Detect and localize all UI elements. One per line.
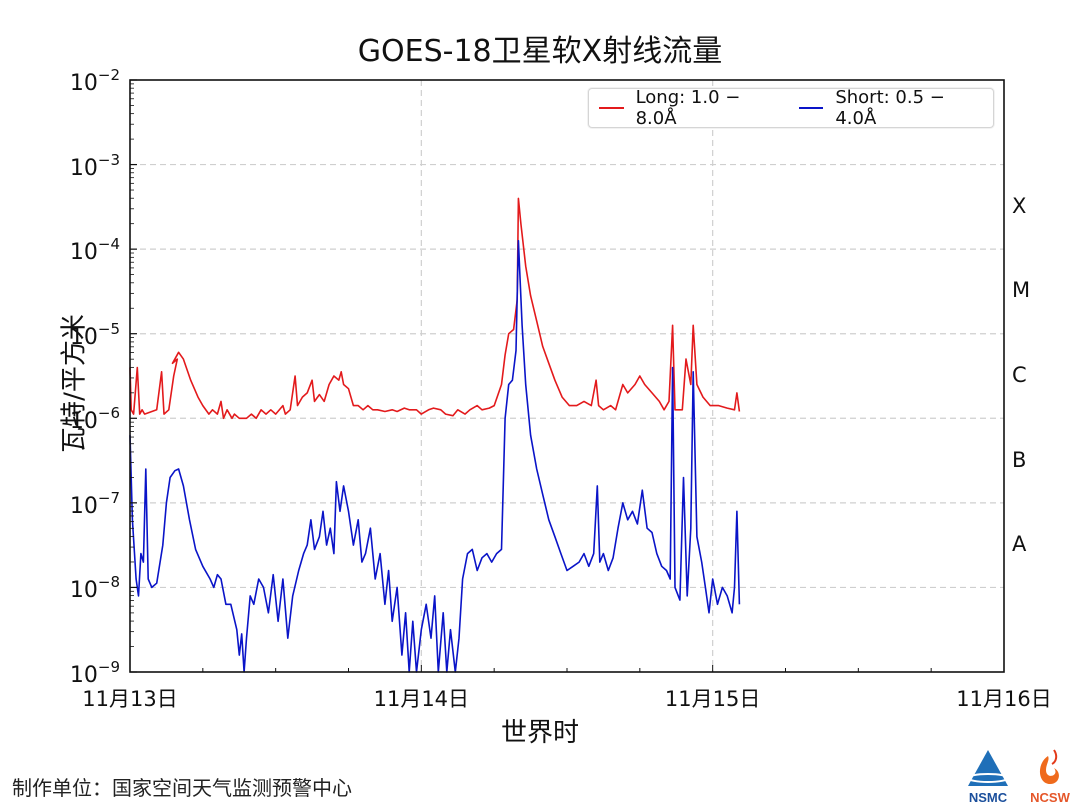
data-series — [129, 197, 741, 673]
y-tick-label: 10−3 — [69, 150, 120, 181]
short-channel-line — [129, 239, 741, 673]
ncsw-logo-icon: NCSW — [1030, 749, 1071, 805]
grid-lines — [130, 80, 1004, 672]
svg-text:NCSW: NCSW — [1030, 790, 1070, 805]
x-axis-label: 世界时 — [500, 718, 579, 748]
legend-label-short: Short: 0.5 − 4.0Å — [835, 87, 945, 129]
y-tick-label: 10−8 — [69, 573, 120, 604]
svg-text:NSMC: NSMC — [969, 790, 1008, 805]
y-axis-label: 瓦特/平方米 — [59, 314, 90, 453]
flare-class-c: C — [1012, 363, 1027, 387]
y-tick-label: 10−2 — [69, 66, 120, 96]
producer-credit: 制作单位：国家空间天气监测预警中心 — [12, 776, 352, 800]
legend-item-long: Long: 1.0 − 8.0Å — [599, 87, 779, 129]
legend-swatch-long — [599, 107, 624, 109]
x-tick-label: 11月16日 — [956, 687, 1052, 711]
y-tick-label: 10−5 — [69, 319, 120, 350]
x-tick-label: 11月15日 — [664, 687, 761, 711]
flare-class-b: B — [1012, 447, 1027, 472]
flare-class-a: A — [1012, 532, 1027, 557]
flare-class-x: X — [1012, 193, 1027, 218]
y-tick-label: 10−4 — [69, 235, 120, 266]
chart-title: GOES-18卫星软X射线流量 — [357, 34, 723, 69]
axis-ticks — [129, 79, 1005, 673]
legend: Long: 1.0 − 8.0Å Short: 0.5 − 4.0Å — [588, 87, 994, 129]
legend-item-short: Short: 0.5 − 4.0Å — [798, 87, 983, 129]
legend-swatch-short — [798, 107, 824, 109]
y-tick-label: 10−9 — [69, 658, 120, 688]
legend-label-long: Long: 1.0 − 8.0Å — [635, 87, 741, 129]
nsmc-logo-icon: NSMC — [967, 750, 1009, 805]
x-tick-label: 11月14日 — [373, 687, 470, 711]
y-tick-label: 10−6 — [69, 404, 120, 435]
flare-class-m: M — [1012, 278, 1031, 303]
x-tick-label: 11月13日 — [82, 687, 178, 711]
agency-logos: NSMC NCSW — [967, 749, 1071, 805]
long-channel-line — [129, 197, 741, 420]
y-tick-label: 10−7 — [69, 488, 120, 519]
